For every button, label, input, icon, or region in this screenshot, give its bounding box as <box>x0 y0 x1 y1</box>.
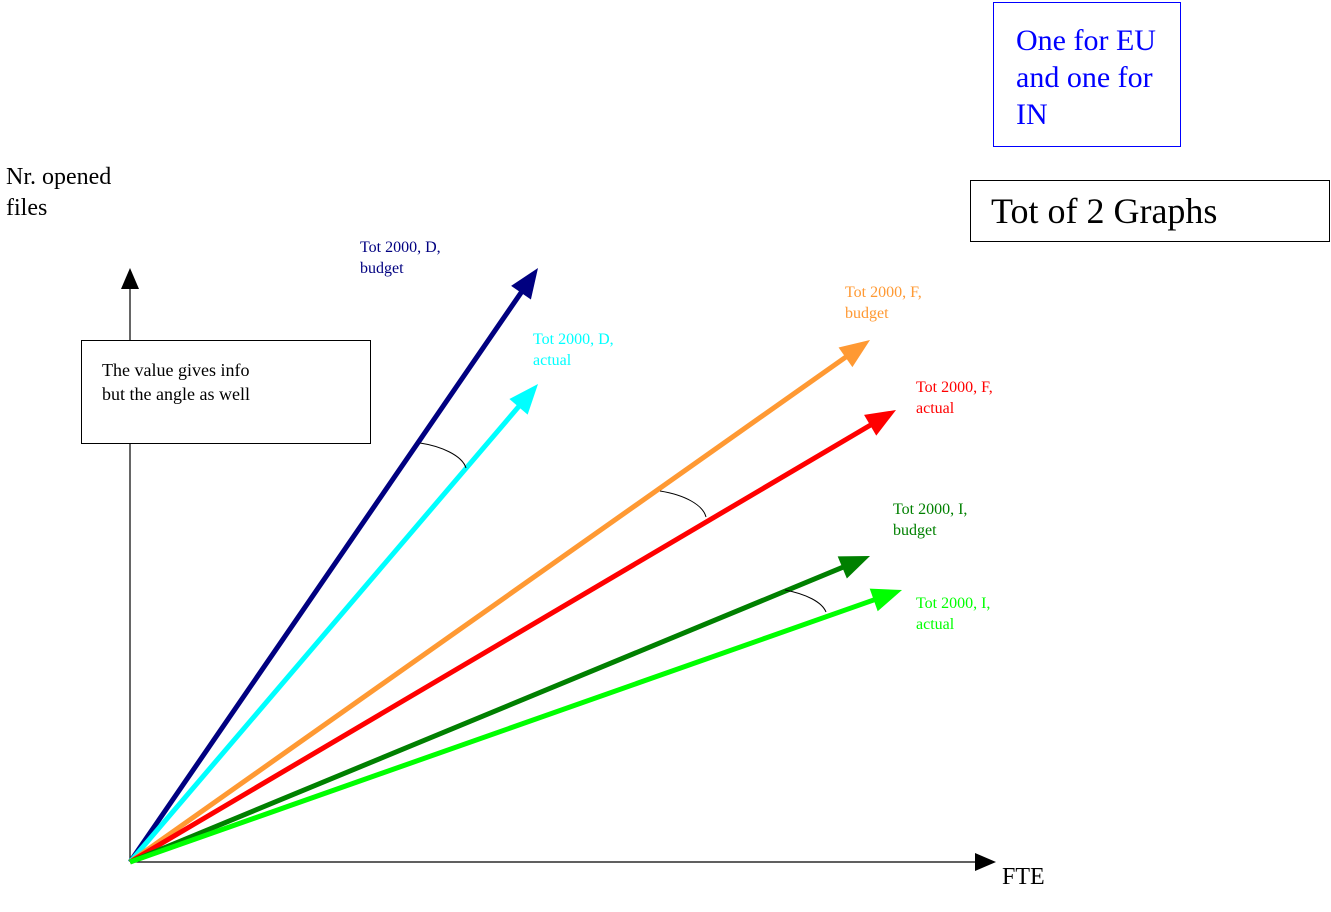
angle-note-line-1: The value gives info <box>102 360 250 380</box>
count-note-line-1: One for EU <box>1016 24 1156 57</box>
vector-arrowhead-d-actual <box>509 384 538 415</box>
vector-label-d-budget: Tot 2000, D, budget <box>360 237 490 279</box>
graphs-note-box: Tot of 2 Graphs <box>970 180 1330 242</box>
graphs-note-text: Tot of 2 Graphs <box>991 191 1218 231</box>
vector-label-d-actual-line-1: Tot 2000, D, <box>533 331 614 348</box>
vector-line-f-actual <box>128 422 874 865</box>
y-axis-label-line-1: Nr. opened <box>6 164 112 190</box>
vector-label-f-budget-line-2: budget <box>845 305 889 322</box>
angle-note-line-2: but the angle as well <box>102 384 250 404</box>
y-axis-label-line-2: files <box>6 195 48 221</box>
vector-line-d-budget <box>127 289 525 864</box>
angle-arc-f <box>659 490 707 518</box>
vector-label-f-budget-line-1: Tot 2000, F, <box>845 284 922 301</box>
x-axis-arrowhead <box>975 853 996 871</box>
vector-label-d-actual-line-2: actual <box>533 352 572 369</box>
vector-label-f-budget: Tot 2000, F, budget <box>845 282 975 324</box>
vector-arrowhead-f-actual <box>864 410 896 436</box>
count-note-line-2: and one for IN <box>1016 61 1153 131</box>
vector-arrowhead-i-actual <box>869 588 902 612</box>
vector-label-i-actual-line-2: actual <box>916 616 955 633</box>
vector-arrowhead-i-budget <box>837 556 870 579</box>
angle-note-box: The value gives info but the angle as we… <box>81 340 371 444</box>
y-axis-arrowhead <box>121 268 139 289</box>
vector-line-i-budget <box>129 564 846 865</box>
count-note-box: One for EU and one for IN <box>993 2 1181 147</box>
vectors-layer <box>127 268 902 865</box>
x-axis-label: FTE <box>1002 864 1045 890</box>
vector-line-i-actual <box>129 596 877 865</box>
vector-label-f-actual: Tot 2000, F, actual <box>916 377 1046 419</box>
vector-label-f-actual-line-2: actual <box>916 400 955 417</box>
vector-label-d-actual: Tot 2000, D, actual <box>533 329 663 371</box>
vector-label-f-actual-line-1: Tot 2000, F, <box>916 379 993 396</box>
vector-label-i-budget: Tot 2000, I, budget <box>893 499 1023 541</box>
vector-label-i-budget-line-2: budget <box>893 522 937 539</box>
y-axis-label: Nr. opened files <box>6 162 206 224</box>
vector-line-d-actual <box>128 403 522 864</box>
angle-arc-d <box>419 442 467 469</box>
vector-line-f-budget <box>128 354 849 865</box>
angle-arc-i <box>784 589 827 613</box>
vector-label-i-budget-line-1: Tot 2000, I, <box>893 501 968 518</box>
vector-label-i-actual-line-1: Tot 2000, I, <box>916 595 991 612</box>
vector-label-i-actual: Tot 2000, I, actual <box>916 593 1046 635</box>
vector-label-d-budget-line-2: budget <box>360 260 404 277</box>
vector-label-d-budget-line-1: Tot 2000, D, <box>360 239 441 256</box>
vector-arrowhead-f-budget <box>838 340 870 368</box>
vector-arrowhead-d-budget <box>511 268 538 300</box>
